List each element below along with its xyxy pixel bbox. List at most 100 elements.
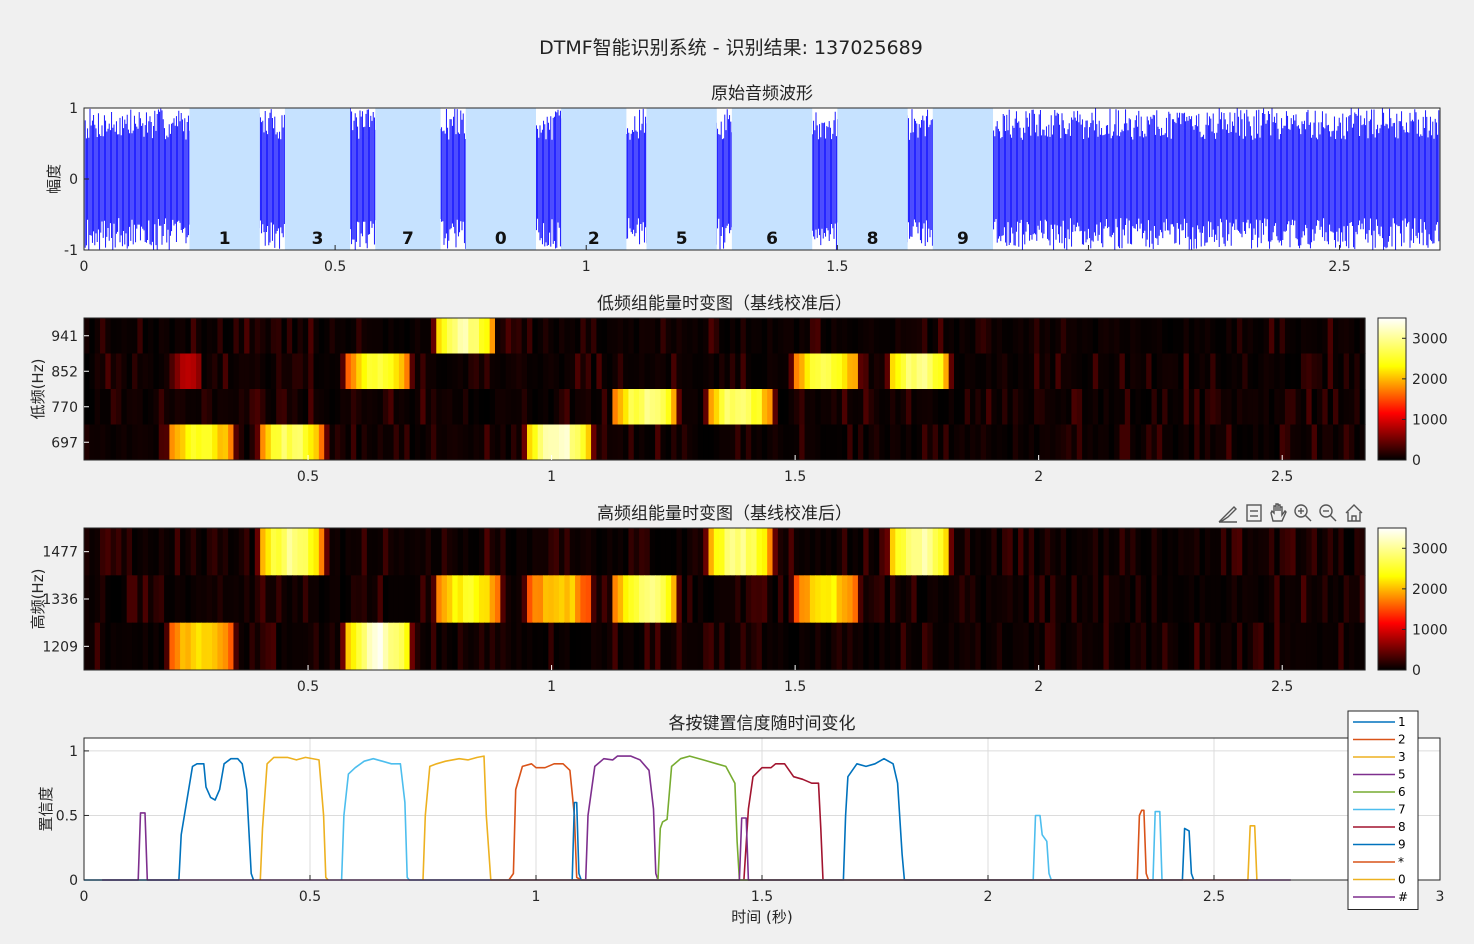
heatmap-cell [868,622,875,671]
heatmap-cell [873,389,880,425]
pan-icon[interactable] [1270,503,1287,522]
heatmap-cell [889,424,896,461]
heatmap-cell [1183,353,1190,390]
heatmap-cell [94,528,101,576]
heatmap-cell [1087,575,1094,624]
heatmap-cell [996,318,1003,354]
heatmap-cell [697,575,704,624]
zoom-in-icon[interactable] [1294,504,1312,522]
heatmap-cell [324,389,331,425]
heatmap-cell [356,389,363,425]
heatmap-cell [121,389,128,425]
heatmap-cell [868,353,875,390]
heatmap-cell [809,424,816,461]
heatmap-cell [430,353,437,390]
heatmap-cell [190,575,197,624]
heatmap-cell [1194,353,1201,390]
colorbar-tick-label: 0 [1412,453,1421,469]
heatmap-cell [318,424,325,461]
heatmap-cell [1343,528,1350,576]
heatmap-cell [543,528,549,576]
legend-label: 3 [1398,750,1406,764]
heatmap-cell [676,318,683,354]
heatmap-cell [324,424,331,461]
series-line-* [1136,809,1150,881]
heatmap-cell [1258,424,1265,461]
heatmap-cell [607,389,614,425]
heatmap-cell [201,353,208,390]
heatmap-cell [1338,622,1345,671]
heatmap-cell [895,622,902,671]
heatmap-cell [601,318,608,354]
heatmap-cell [1071,528,1078,576]
heatmap-cell [943,389,950,425]
heatmap-cell [1306,424,1313,461]
heatmap-cell [174,389,181,425]
heatmap-cell [681,389,688,425]
heatmap-cell [318,622,325,671]
heatmap-cell [804,318,811,354]
heatmap-cell [478,575,485,624]
heatmap-cell [585,622,592,671]
heatmap-cell [286,575,293,624]
heatmap-cell [708,353,715,390]
heatmap-cell [1194,424,1201,461]
heatmap-cell [671,389,678,425]
heatmap-cell [1023,528,1030,576]
heatmap-cell [954,575,960,624]
heatmap-cell [644,389,651,425]
heatmap-cell [884,389,891,425]
heatmap-cell [1268,353,1275,390]
heatmap-cell [900,318,907,354]
heatmap-cell [1332,389,1339,425]
heatmap-cell [1268,575,1275,624]
heatmap-cell [804,353,811,390]
home-icon[interactable] [1345,504,1363,522]
heatmap-cell [841,528,848,576]
heatmap-cell [932,389,939,425]
heatmap-cell [612,528,619,576]
heatmap-cell [1002,575,1008,624]
heatmap-cell [153,424,160,461]
heatmap-cell [799,424,806,461]
heatmap-cell [265,575,272,624]
heatmap-cell [687,389,694,425]
heatmap-cell [132,318,138,354]
heatmap-cell [964,353,971,390]
heatmap-cell [841,424,848,461]
heatmap-cell [164,389,170,425]
heatmap-cell [1359,622,1366,671]
heatmap-cell [100,353,106,390]
heatmap-cell [1295,528,1302,576]
heatmap-cell [121,353,128,390]
heatmap-cell [1258,389,1265,425]
heatmap-cell [1306,575,1313,624]
heatmap-cell [132,575,138,624]
brush-icon[interactable] [1218,506,1237,523]
heatmap-cell [847,318,854,354]
heatmap-cell [1066,389,1073,425]
heatmap-cell [1087,318,1094,354]
heatmap-cell [254,389,261,425]
heatmap-cell [639,389,646,425]
segment-highlight [932,108,994,250]
heatmap-cell [100,528,106,576]
heatmap-cell [1114,318,1121,354]
heatmap-cell [948,424,955,461]
zoom-out-icon[interactable] [1319,504,1337,522]
heatmap-cell [1124,575,1131,624]
datatip-icon[interactable] [1246,504,1262,522]
heatmap-cell [889,318,896,354]
heatmap-cell [430,318,437,354]
heatmap-cell [1332,424,1339,461]
heatmap-cell [1103,424,1110,461]
heatmap-cell [228,528,235,576]
heatmap-cell [372,528,379,576]
heatmap-cell [783,353,790,390]
heatmap-cell [996,424,1003,461]
